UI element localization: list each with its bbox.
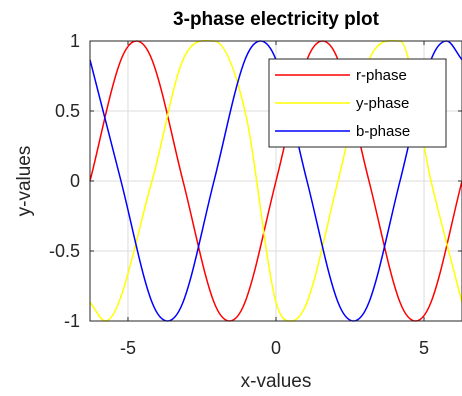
series-line-r-phase xyxy=(89,40,462,322)
legend-label-r-phase: r-phase xyxy=(356,67,407,84)
series-line-y-phase xyxy=(89,39,462,322)
legend-label-b-phase: b-phase xyxy=(356,123,410,140)
y-tick-label: -1 xyxy=(64,311,80,331)
x-tick-label: 5 xyxy=(419,338,429,358)
legend-label-y-phase: y-phase xyxy=(356,95,409,112)
y-axis-label: y-values xyxy=(14,146,35,217)
y-tick-label: -0.5 xyxy=(49,241,80,261)
x-tick-label: 0 xyxy=(271,338,281,358)
y-tick-label: 0.5 xyxy=(55,101,80,121)
x-axis-label: x-values xyxy=(241,371,312,392)
x-tick-label: -5 xyxy=(120,338,136,358)
ticks: -5 0 5 1 0.5 0 -0.5 -1 xyxy=(49,31,462,358)
chart-title: 3-phase electricity plot xyxy=(173,9,380,30)
legend: r-phase y-phase b-phase xyxy=(268,58,447,148)
y-tick-label: 1 xyxy=(70,31,80,51)
y-tick-label: 0 xyxy=(70,171,80,191)
